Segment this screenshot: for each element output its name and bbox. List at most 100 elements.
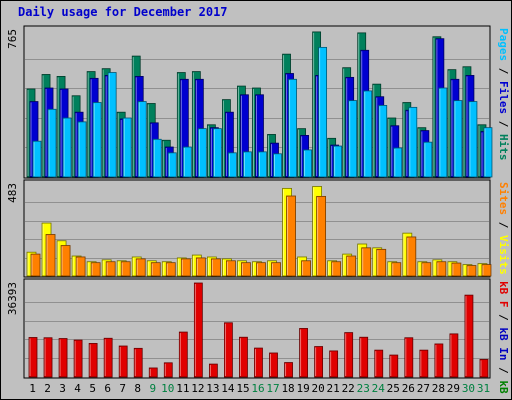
sites-bar (316, 195, 327, 277)
legend-part: kB Out (497, 380, 510, 400)
sites-bar (60, 245, 71, 277)
pages-bar (258, 151, 267, 178)
x-tick-label: 30 (462, 382, 475, 395)
sites-bar (135, 258, 146, 277)
top-ymax-label: 765 (6, 29, 19, 49)
middle-panel (23, 179, 491, 278)
sites-bar (256, 262, 266, 277)
kbf-bar (148, 367, 158, 378)
pages-bar (228, 152, 237, 178)
sites-bar (436, 261, 447, 277)
x-tick-label: 31 (477, 382, 490, 395)
sites-bar (210, 258, 221, 277)
kbf-bar (224, 322, 233, 378)
pages-bar (122, 117, 132, 178)
pages-bar (107, 72, 117, 178)
sites-bar (466, 265, 477, 277)
sites-bar (271, 262, 281, 277)
x-tick-label: 17 (266, 382, 279, 395)
pages-bar (333, 145, 343, 178)
pages-bar (243, 151, 252, 178)
kbf-bar (73, 339, 83, 378)
kbf-bar (374, 349, 384, 378)
kbf-bar (28, 337, 38, 378)
sites-bar (75, 256, 86, 277)
pages-bar (483, 127, 493, 178)
kbf-bar (449, 333, 459, 378)
kbf-bar (464, 294, 474, 378)
kbf-bar (43, 337, 53, 378)
x-tick-label: 22 (342, 382, 355, 395)
kbf-bar (404, 337, 414, 378)
kbf-bar (269, 352, 278, 378)
x-tick-label: 11 (176, 382, 189, 395)
pages-bar (408, 106, 418, 178)
pages-bar (453, 100, 463, 178)
kbf-bar (88, 343, 98, 378)
x-tick-label: 28 (432, 382, 445, 395)
pages-bar (152, 138, 162, 178)
x-tick-label: 12 (191, 382, 204, 395)
legend-part: / (497, 215, 510, 235)
kbf-bar (434, 343, 444, 378)
sites-bar (286, 195, 296, 277)
sites-bar (346, 255, 357, 277)
bottom-side-legend: kB F / kB In / kB Out (497, 281, 510, 400)
middle-side-legend: Sites / Visits (497, 182, 510, 275)
pages-bar (273, 153, 282, 178)
legend-part: Pages (497, 28, 510, 61)
x-tick-label: 1 (29, 382, 36, 395)
x-tick-label: 25 (387, 382, 400, 395)
pages-bar (77, 121, 87, 178)
x-tick-label: 20 (312, 382, 325, 395)
sites-bar (481, 264, 492, 277)
legend-part: / (497, 61, 510, 81)
legend-part: Hits (497, 134, 510, 161)
sites-bar (150, 262, 161, 277)
pages-bar (182, 146, 192, 178)
sites-bar (165, 262, 176, 277)
kbf-bar (178, 331, 188, 378)
x-tick-label: 9 (149, 382, 156, 395)
kbf-bar (284, 362, 293, 378)
x-tick-label: 5 (89, 382, 96, 395)
kbf-bar (419, 349, 429, 378)
middle-ymax-label: 483 (6, 183, 19, 203)
legend-part: / (497, 308, 510, 328)
sites-bar (105, 261, 116, 277)
x-tick-label: 18 (281, 382, 294, 395)
x-tick-label: 8 (134, 382, 141, 395)
pages-bar (212, 128, 222, 178)
pages-bar (378, 105, 388, 178)
sites-bar (30, 253, 41, 277)
sites-bar (195, 257, 206, 277)
sites-bar (421, 262, 432, 277)
kbf-bar (344, 332, 354, 378)
kbf-bar (133, 347, 143, 378)
x-tick-label: 6 (104, 382, 111, 395)
x-tick-label: 15 (236, 382, 249, 395)
legend-part: Files (497, 81, 510, 114)
pages-bar (197, 128, 207, 178)
sites-bar (180, 258, 191, 277)
kbf-bar (163, 362, 173, 378)
legend-part: / (497, 361, 510, 381)
x-tick-label: 27 (417, 382, 430, 395)
x-tick-label: 10 (161, 382, 174, 395)
pages-bar (47, 108, 57, 178)
pages-bar (438, 87, 448, 178)
sites-bar (90, 262, 101, 277)
pages-bar (363, 90, 373, 178)
sites-bar (406, 236, 417, 277)
kbf-bar (254, 347, 263, 378)
x-tick-label: 26 (402, 382, 415, 395)
kbf-bar (103, 337, 113, 378)
x-tick-label: 4 (74, 382, 81, 395)
pages-bar (393, 147, 403, 178)
sites-bar (376, 248, 387, 277)
kbf-bar (389, 354, 399, 378)
top-side-legend: Pages / Files / Hits (497, 28, 510, 161)
sites-bar (226, 260, 236, 277)
chart-title: Daily usage for December 2017 (18, 5, 228, 19)
